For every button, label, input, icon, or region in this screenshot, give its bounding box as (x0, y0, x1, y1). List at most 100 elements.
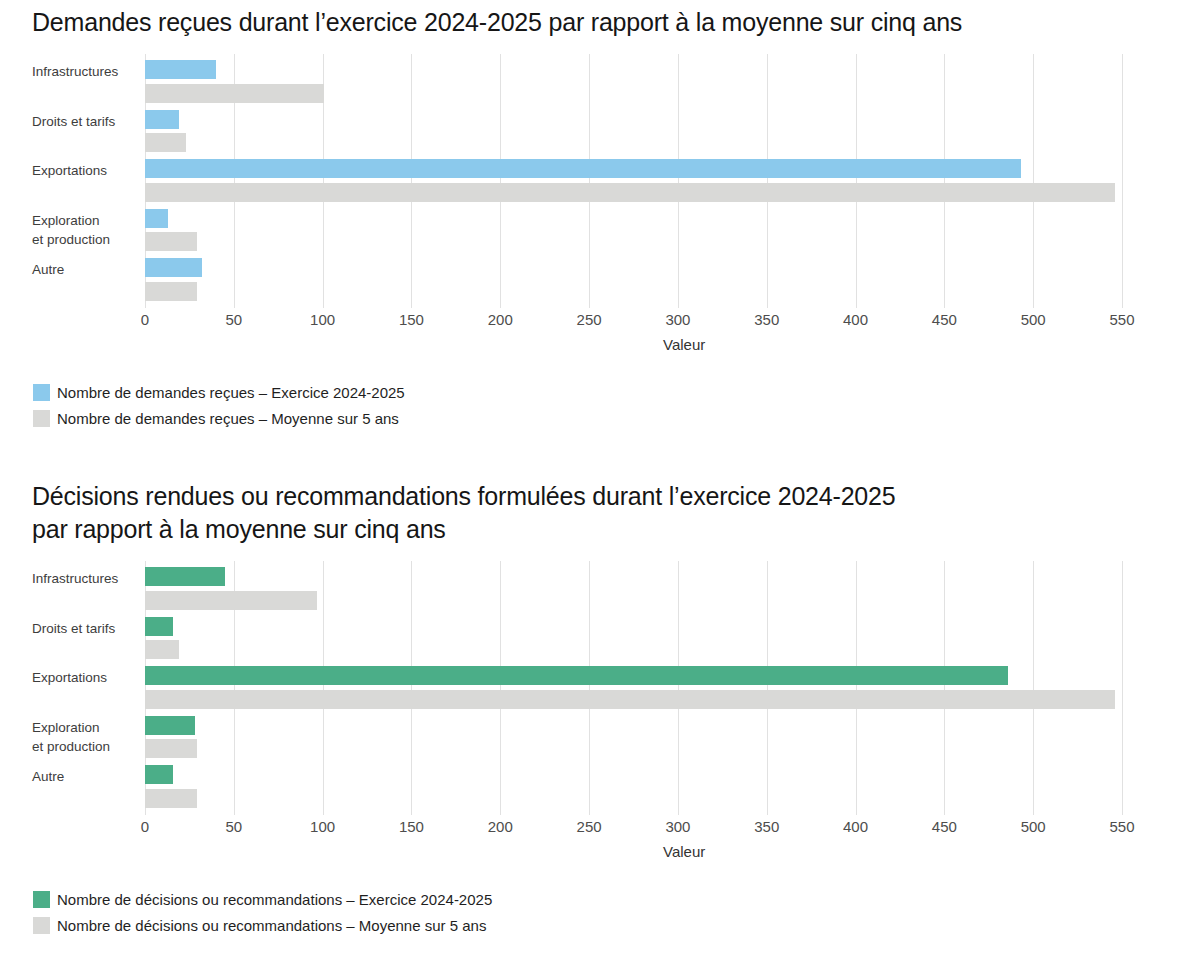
category-row-droits-et-tarifs: Droits et tarifs (0, 104, 1200, 154)
x-axis-ticks: 050100150200250300350400450500550 (0, 809, 1200, 839)
gridline-450 (944, 54, 945, 308)
bar-droits-et-tarifs-moyenne-sur-5-ans (145, 133, 186, 152)
gridline-550 (1122, 561, 1123, 815)
bars-autre (145, 252, 1200, 302)
category-label-line: Infrastructures (32, 569, 137, 589)
bar-infrastructures-moyenne-sur-5-ans (145, 591, 317, 610)
legend-item-exercice-2024-2025: Nombre de décisions ou recommandations –… (33, 890, 1200, 909)
legend: Nombre de décisions ou recommandations –… (33, 890, 1200, 935)
chart-title: Demandes reçues durant l’exercice 2024-2… (0, 0, 1200, 39)
bars-exportations (145, 153, 1200, 203)
x-tick-label-250: 250 (577, 818, 602, 835)
bars-droits-et-tarifs (145, 611, 1200, 661)
x-tick-label-150: 150 (399, 818, 424, 835)
x-tick-label-150: 150 (399, 311, 424, 328)
bar-exploration-et-production-exercice-2024-2025 (145, 716, 195, 735)
category-label: Infrastructures (0, 54, 145, 104)
gridline-250 (589, 561, 590, 815)
x-tick-label-550: 550 (1109, 311, 1134, 328)
bars-autre (145, 759, 1200, 809)
category-row-infrastructures: Infrastructures (0, 54, 1200, 104)
bar-exportations-exercice-2024-2025 (145, 666, 1008, 685)
bar-exportations-exercice-2024-2025 (145, 159, 1021, 178)
chart-demandes-recues: Demandes reçues durant l’exercice 2024-2… (0, 0, 1200, 428)
legend-label: Nombre de demandes reçues – Moyenne sur … (57, 409, 399, 428)
bar-exploration-et-production-moyenne-sur-5-ans (145, 739, 197, 758)
x-tick-label-400: 400 (843, 818, 868, 835)
bar-autre-exercice-2024-2025 (145, 258, 202, 277)
bars-infrastructures (145, 54, 1200, 104)
legend-label: Nombre de décisions ou recommandations –… (57, 916, 486, 935)
bar-droits-et-tarifs-moyenne-sur-5-ans (145, 640, 179, 659)
bar-exportations-moyenne-sur-5-ans (145, 183, 1115, 202)
bar-exploration-et-production-moyenne-sur-5-ans (145, 232, 197, 251)
gridline-400 (856, 561, 857, 815)
category-label-line: et production (32, 737, 137, 757)
chart-title: Décisions rendues ou recommandations for… (0, 474, 1200, 546)
chart-title-line: par rapport à la moyenne sur cinq ans (32, 513, 1200, 546)
category-row-exportations: Exportations (0, 660, 1200, 710)
category-label-line: Exportations (32, 668, 137, 688)
x-tick-label-300: 300 (665, 311, 690, 328)
gridline-200 (500, 561, 501, 815)
legend-swatch-exercice-2024-2025 (33, 891, 50, 908)
x-tick-label-400: 400 (843, 311, 868, 328)
x-tick-label-350: 350 (754, 311, 779, 328)
x-tick-label-50: 50 (225, 818, 242, 835)
category-label: Autre (0, 252, 145, 302)
x-axis-ticks: 050100150200250300350400450500550 (0, 302, 1200, 332)
x-tick-label-250: 250 (577, 311, 602, 328)
category-row-exploration-et-production: Explorationet production (0, 203, 1200, 253)
chart-title-line: Demandes reçues durant l’exercice 2024-2… (32, 6, 1200, 39)
gridline-500 (1033, 561, 1034, 815)
chart-decisions-recommandations: Décisions rendues ou recommandations for… (0, 474, 1200, 935)
gridline-250 (589, 54, 590, 308)
category-row-infrastructures: Infrastructures (0, 561, 1200, 611)
gridline-100 (323, 561, 324, 815)
bar-infrastructures-exercice-2024-2025 (145, 567, 225, 586)
category-label: Droits et tarifs (0, 611, 145, 661)
gridline-500 (1033, 54, 1034, 308)
category-label-line: et production (32, 230, 137, 250)
bar-droits-et-tarifs-exercice-2024-2025 (145, 617, 173, 636)
category-row-exploration-et-production: Explorationet production (0, 710, 1200, 760)
x-tick-label-500: 500 (1021, 818, 1046, 835)
gridline-150 (411, 561, 412, 815)
category-label-line: Exploration (32, 211, 137, 231)
gridline-350 (767, 561, 768, 815)
bar-infrastructures-exercice-2024-2025 (145, 60, 216, 79)
x-tick-label-500: 500 (1021, 311, 1046, 328)
bars-exploration-et-production (145, 710, 1200, 760)
gridline-400 (856, 54, 857, 308)
bar-autre-moyenne-sur-5-ans (145, 282, 197, 301)
x-tick-label-350: 350 (754, 818, 779, 835)
gridline-300 (678, 561, 679, 815)
bar-infrastructures-moyenne-sur-5-ans (145, 84, 324, 103)
x-tick-label-450: 450 (932, 818, 957, 835)
legend-item-exercice-2024-2025: Nombre de demandes reçues – Exercice 202… (33, 383, 1200, 402)
legend-swatch-exercice-2024-2025 (33, 384, 50, 401)
gridline-450 (944, 561, 945, 815)
category-label: Droits et tarifs (0, 104, 145, 154)
category-row-autre: Autre (0, 759, 1200, 809)
bar-autre-exercice-2024-2025 (145, 765, 173, 784)
category-label: Exportations (0, 660, 145, 710)
category-label: Autre (0, 759, 145, 809)
bars-droits-et-tarifs (145, 104, 1200, 154)
category-row-autre: Autre (0, 252, 1200, 302)
legend-swatch-moyenne-sur-5-ans (33, 410, 50, 427)
category-label-line: Exploration (32, 718, 137, 738)
category-row-exportations: Exportations (0, 153, 1200, 203)
plot-area: Infrastructures Droits et tarifs Exportati… (0, 54, 1200, 302)
category-label-line: Droits et tarifs (32, 619, 137, 639)
x-axis-title: Valeur (0, 843, 1200, 860)
category-label-line: Droits et tarifs (32, 112, 137, 132)
gridline-150 (411, 54, 412, 308)
bars-infrastructures (145, 561, 1200, 611)
category-label-line: Exportations (32, 161, 137, 181)
bar-exploration-et-production-exercice-2024-2025 (145, 209, 168, 228)
category-label-line: Infrastructures (32, 62, 137, 82)
legend-swatch-moyenne-sur-5-ans (33, 917, 50, 934)
gridline-200 (500, 54, 501, 308)
x-tick-label-200: 200 (488, 818, 513, 835)
